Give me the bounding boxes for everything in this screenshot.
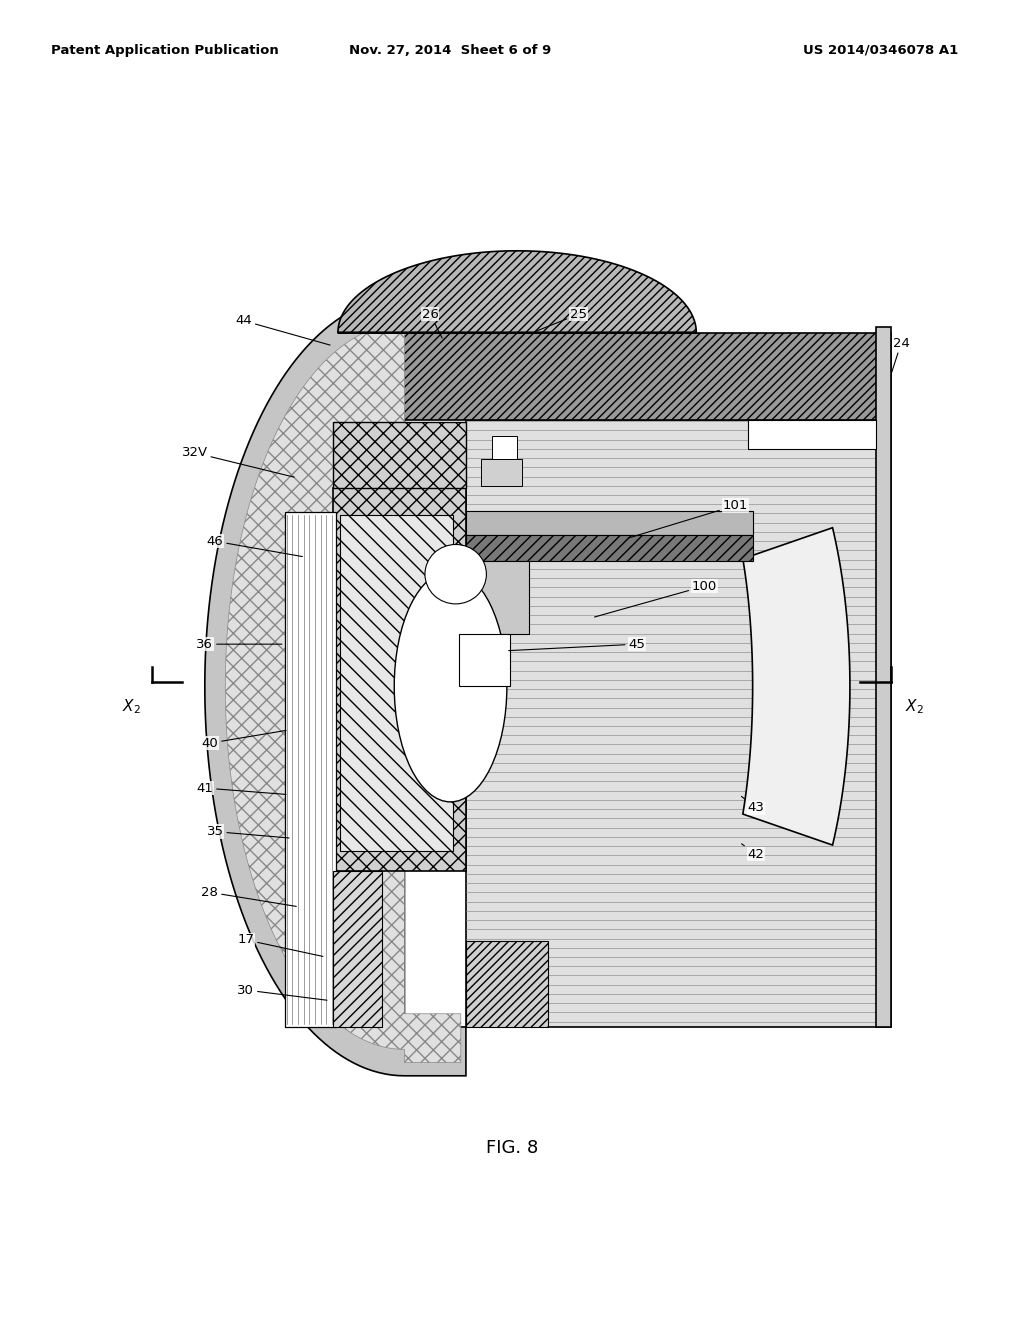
Bar xyxy=(481,459,522,486)
Text: 28: 28 xyxy=(202,886,296,907)
Text: 26: 26 xyxy=(422,308,442,338)
Ellipse shape xyxy=(394,570,507,801)
Bar xyxy=(876,327,891,1027)
Text: 32V: 32V xyxy=(181,446,294,477)
Polygon shape xyxy=(384,333,891,420)
Text: 41: 41 xyxy=(197,781,286,795)
Bar xyxy=(466,420,891,1027)
Bar xyxy=(466,535,753,561)
Bar xyxy=(466,511,753,535)
Polygon shape xyxy=(225,323,461,1063)
Text: 43: 43 xyxy=(741,796,764,814)
Polygon shape xyxy=(205,297,466,1076)
Bar xyxy=(285,512,336,1027)
Bar xyxy=(466,941,548,1027)
Text: $X_2$: $X_2$ xyxy=(905,697,924,715)
Text: Nov. 27, 2014  Sheet 6 of 9: Nov. 27, 2014 Sheet 6 of 9 xyxy=(349,44,552,57)
Polygon shape xyxy=(742,528,850,845)
Text: 100: 100 xyxy=(595,579,717,616)
Bar xyxy=(459,634,510,686)
Text: 24: 24 xyxy=(892,337,909,372)
Text: 25: 25 xyxy=(536,308,587,331)
Text: 42: 42 xyxy=(741,843,764,861)
Text: US 2014/0346078 A1: US 2014/0346078 A1 xyxy=(803,44,958,57)
Text: 40: 40 xyxy=(202,730,286,750)
Text: 46: 46 xyxy=(207,535,302,557)
Text: 101: 101 xyxy=(630,499,748,537)
Bar xyxy=(340,515,453,851)
Ellipse shape xyxy=(425,544,486,605)
Text: 44: 44 xyxy=(236,314,330,345)
Text: 30: 30 xyxy=(238,983,327,1001)
Text: 17: 17 xyxy=(238,933,323,957)
Bar xyxy=(333,871,382,1027)
Bar xyxy=(333,488,466,871)
Text: 35: 35 xyxy=(207,825,289,838)
Bar xyxy=(748,420,876,449)
Text: FIG. 8: FIG. 8 xyxy=(485,1139,539,1158)
Text: 36: 36 xyxy=(197,638,282,651)
Text: Patent Application Publication: Patent Application Publication xyxy=(51,44,279,57)
Bar xyxy=(333,422,466,488)
Polygon shape xyxy=(338,251,696,333)
Text: $X_2$: $X_2$ xyxy=(122,697,140,715)
Text: 45: 45 xyxy=(509,638,645,651)
Bar xyxy=(466,561,529,634)
Bar xyxy=(492,436,517,459)
